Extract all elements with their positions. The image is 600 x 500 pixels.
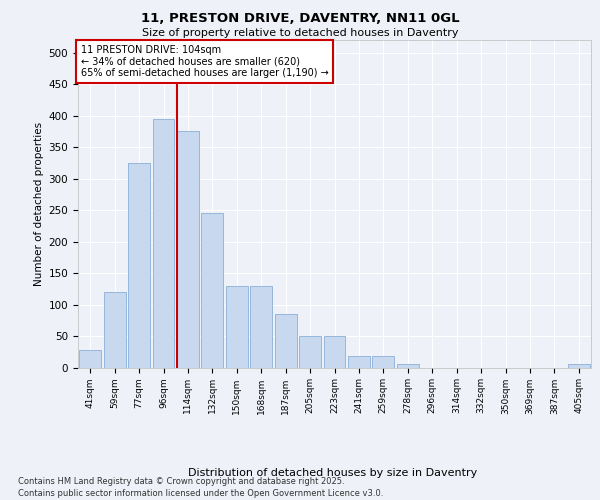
Bar — [323, 336, 346, 368]
Bar — [152, 118, 175, 368]
Bar — [104, 292, 125, 368]
Y-axis label: Number of detached properties: Number of detached properties — [34, 122, 44, 286]
Bar — [348, 356, 370, 368]
Text: Contains HM Land Registry data © Crown copyright and database right 2025.: Contains HM Land Registry data © Crown c… — [18, 477, 344, 486]
Bar — [373, 356, 394, 368]
Bar — [397, 364, 419, 368]
Bar — [250, 286, 272, 368]
Bar — [202, 213, 223, 368]
Bar — [177, 132, 199, 368]
Text: Contains public sector information licensed under the Open Government Licence v3: Contains public sector information licen… — [18, 488, 383, 498]
Bar — [275, 314, 296, 368]
Bar — [226, 286, 248, 368]
Text: Size of property relative to detached houses in Daventry: Size of property relative to detached ho… — [142, 28, 458, 38]
Bar — [299, 336, 321, 368]
Text: 11, PRESTON DRIVE, DAVENTRY, NN11 0GL: 11, PRESTON DRIVE, DAVENTRY, NN11 0GL — [140, 12, 460, 26]
Bar — [128, 163, 150, 368]
Text: Distribution of detached houses by size in Daventry: Distribution of detached houses by size … — [188, 468, 478, 477]
Text: 11 PRESTON DRIVE: 104sqm
← 34% of detached houses are smaller (620)
65% of semi-: 11 PRESTON DRIVE: 104sqm ← 34% of detach… — [80, 45, 328, 78]
Bar — [568, 364, 590, 368]
Bar — [79, 350, 101, 368]
